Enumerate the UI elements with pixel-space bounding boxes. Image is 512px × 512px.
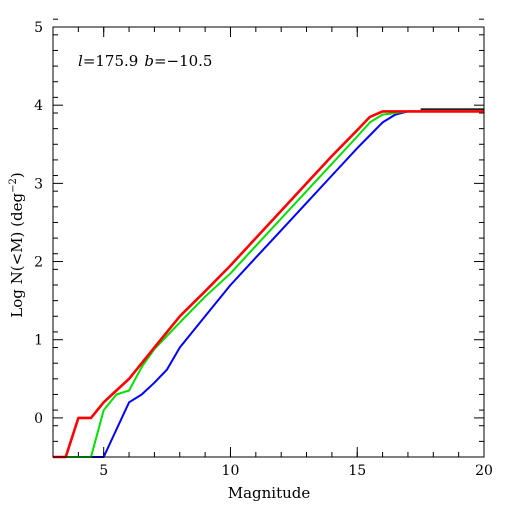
annotation-l-symbol: l xyxy=(78,52,83,70)
series-line-1 xyxy=(53,110,484,458)
tick-labels: 5 10 15 20 0 1 2 3 4 5 xyxy=(34,20,493,479)
annotation-b-symbol: b xyxy=(144,52,154,70)
x-axis-title: Magnitude xyxy=(228,484,311,502)
y-axis-title-close: ) xyxy=(8,172,26,178)
axis-ticks xyxy=(52,18,485,458)
y-tick-label: 3 xyxy=(34,176,43,192)
plot-frame xyxy=(52,26,485,458)
x-tick-label: 10 xyxy=(222,463,240,479)
y-axis-title-sup: −2 xyxy=(8,178,19,193)
y-axis-title-main: Log N(<M) (deg xyxy=(8,193,26,318)
series-group xyxy=(53,108,484,459)
y-tick-label: 4 xyxy=(34,98,43,114)
y-tick-label: 5 xyxy=(34,20,43,36)
y-tick-label: 0 xyxy=(34,411,43,427)
annotation-b-value: =−10.5 xyxy=(154,52,213,70)
x-tick-label: 15 xyxy=(348,463,366,479)
y-axis-title: Log N(<M) (deg−2) xyxy=(8,172,26,317)
series-line-2 xyxy=(53,110,484,458)
x-tick-label: 5 xyxy=(99,463,108,479)
y-tick-label: 1 xyxy=(34,333,43,349)
annotation-l-value: =175.9 xyxy=(83,52,139,70)
x-tick-label: 20 xyxy=(475,463,493,479)
field-annotation: l=175.9 b=−10.5 xyxy=(78,52,212,70)
series-line-3 xyxy=(53,110,484,459)
y-tick-label: 2 xyxy=(34,255,43,271)
